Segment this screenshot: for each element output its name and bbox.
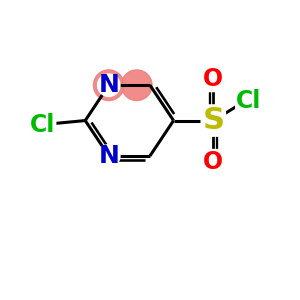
Text: S: S bbox=[202, 106, 224, 135]
Circle shape bbox=[98, 145, 120, 167]
Text: Cl: Cl bbox=[236, 89, 261, 113]
Text: Cl: Cl bbox=[30, 113, 55, 137]
Text: O: O bbox=[203, 67, 224, 91]
Circle shape bbox=[122, 70, 152, 100]
Text: N: N bbox=[98, 144, 119, 168]
Text: O: O bbox=[203, 150, 224, 174]
Circle shape bbox=[98, 74, 120, 96]
Circle shape bbox=[94, 70, 124, 100]
Text: N: N bbox=[98, 73, 119, 97]
